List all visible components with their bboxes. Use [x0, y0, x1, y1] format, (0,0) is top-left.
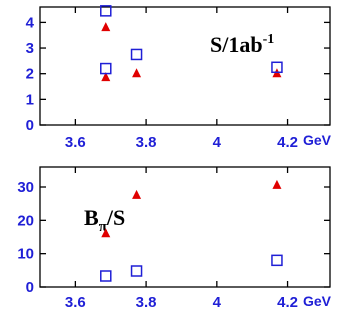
bottom-panel: Bπ/S 0 10 20 30 3.6 3.8 4 4.2 GeV: [17, 166, 332, 311]
top-y-tick-label: 4: [26, 14, 35, 31]
top-triangle-point: [101, 72, 111, 82]
top-x-tick-label: 3.8: [136, 134, 157, 151]
top-square-point: [130, 48, 143, 61]
top-triangle-point: [132, 68, 142, 78]
top-y-tick-label: 2: [26, 66, 34, 83]
bottom-square-point: [271, 254, 283, 267]
top-x-tick-label: 3.6: [65, 134, 86, 151]
bottom-square-point: [130, 265, 143, 277]
top-square-point: [271, 61, 283, 74]
bottom-y-tick-label: 20: [17, 212, 34, 229]
top-square-point: [100, 62, 112, 75]
bottom-triangle-point: [132, 189, 142, 199]
bottom-x-tick-label: 3.8: [136, 294, 157, 311]
top-x-tick-label: 4: [213, 134, 222, 151]
bottom-x-tick-label: 4: [213, 294, 222, 311]
bottom-triangle-point: [272, 179, 282, 189]
bottom-plot-frame: [39, 166, 331, 288]
bottom-square-point: [100, 270, 112, 282]
top-x-tick-label: 4.2: [277, 134, 298, 151]
bottom-x-axis-unit: GeV: [303, 293, 332, 309]
bottom-triangle-point: [101, 228, 111, 238]
top-plot-frame: [39, 6, 331, 126]
bottom-x-tick-label: 4.2: [277, 294, 298, 311]
top-x-axis-unit: GeV: [303, 132, 332, 148]
bottom-y-tick-label: 0: [26, 279, 34, 296]
bottom-x-tick-label: 3.6: [65, 294, 86, 311]
top-y-tick-label: 0: [26, 117, 34, 134]
top-panel: S/1ab-1 0 1 2 3 4 3.6 3.8 4 4.2 GeV: [26, 5, 332, 151]
bottom-annotation: Bπ/S: [84, 205, 125, 235]
top-y-tick-label: 3: [26, 40, 34, 57]
top-annotation: S/1ab-1: [210, 32, 274, 57]
top-triangle-point: [101, 22, 111, 32]
bottom-y-tick-label: 30: [17, 179, 34, 196]
top-y-tick-label: 1: [26, 91, 34, 108]
bottom-y-tick-label: 10: [17, 246, 34, 263]
top-square-point: [100, 5, 112, 17]
